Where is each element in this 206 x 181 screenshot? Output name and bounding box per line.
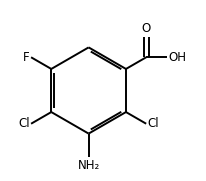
Text: Cl: Cl — [18, 117, 30, 130]
Text: NH₂: NH₂ — [77, 159, 100, 172]
Text: O: O — [142, 22, 151, 35]
Text: OH: OH — [168, 51, 186, 64]
Text: F: F — [23, 51, 30, 64]
Text: Cl: Cl — [148, 117, 159, 130]
